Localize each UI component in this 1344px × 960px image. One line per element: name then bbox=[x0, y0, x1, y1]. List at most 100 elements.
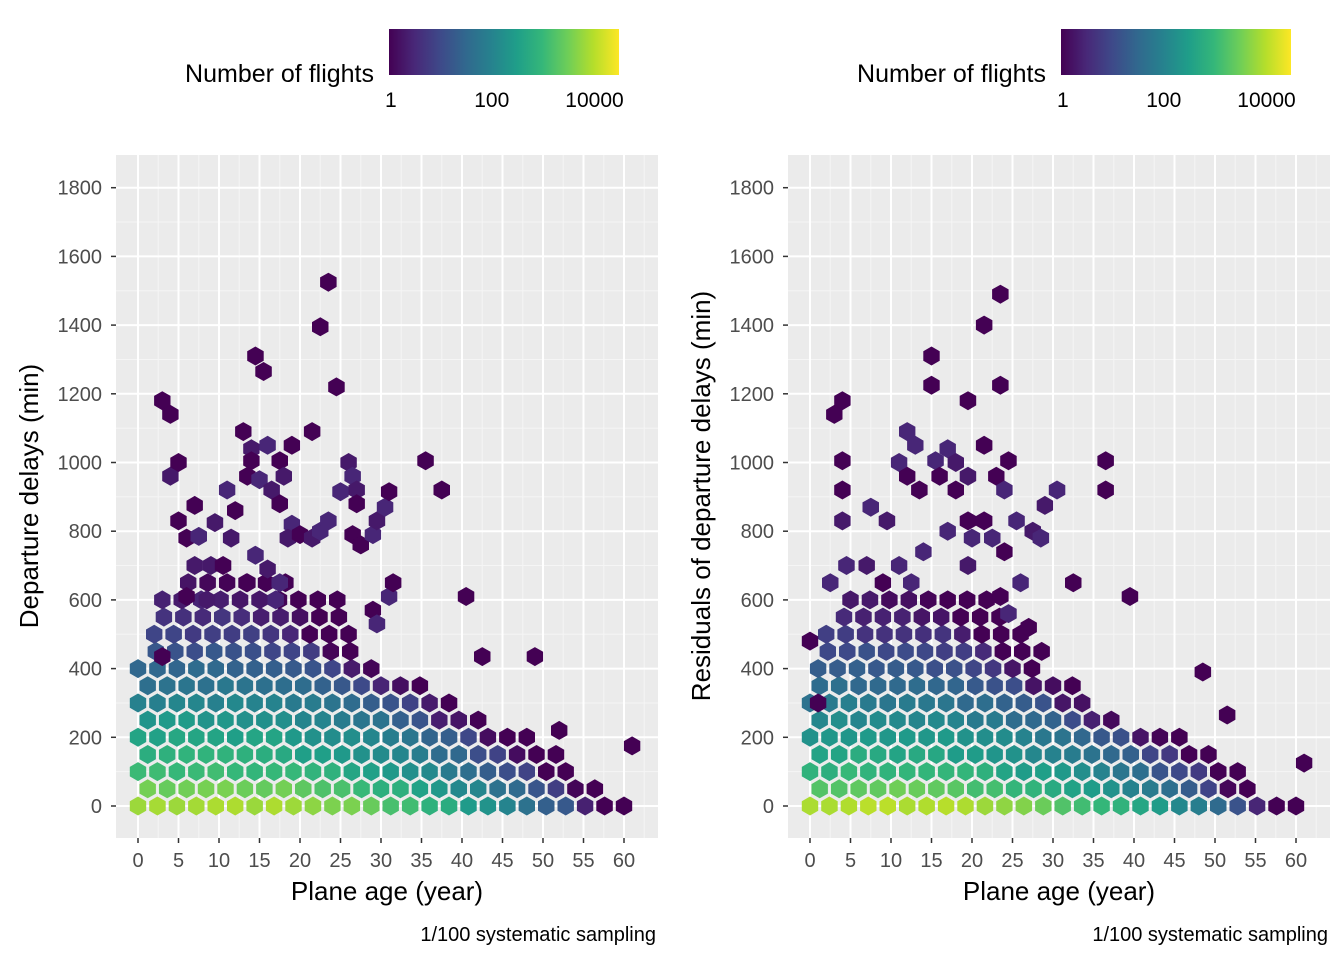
x-tick-label: 20 bbox=[961, 850, 983, 872]
hexbin bbox=[850, 676, 867, 696]
hexbin bbox=[920, 590, 937, 610]
hexbin bbox=[376, 497, 394, 517]
hexbin bbox=[303, 422, 321, 442]
hexbin bbox=[431, 745, 448, 764]
hexbin bbox=[218, 480, 236, 500]
hexbin bbox=[352, 535, 369, 555]
hexbin bbox=[830, 676, 848, 696]
hexbin bbox=[1287, 796, 1305, 816]
right-caption: 1/100 systematic sampling bbox=[1092, 924, 1328, 946]
hexbin bbox=[139, 710, 156, 730]
hexbin bbox=[382, 727, 399, 747]
hexbin bbox=[946, 659, 963, 679]
hexbin bbox=[834, 480, 851, 500]
hexbin bbox=[1200, 745, 1217, 764]
hexbin bbox=[178, 745, 195, 764]
hexbin bbox=[363, 762, 380, 782]
hexbin bbox=[1219, 779, 1237, 799]
hexbin bbox=[158, 710, 176, 730]
left-y-axis-title: Departure delays (min) bbox=[14, 364, 44, 628]
hexbin bbox=[1044, 745, 1062, 764]
hexbin bbox=[460, 762, 477, 782]
x-tick-label: 20 bbox=[289, 850, 311, 872]
hexbin bbox=[939, 521, 956, 541]
hexbin bbox=[401, 727, 419, 747]
hexbin bbox=[246, 727, 263, 747]
hexbin bbox=[320, 272, 337, 292]
hexbin bbox=[178, 587, 195, 606]
hexbin bbox=[908, 779, 926, 799]
hexbin bbox=[911, 480, 928, 500]
hexbin bbox=[976, 727, 994, 747]
hexbin bbox=[243, 439, 260, 459]
hexbin bbox=[850, 745, 867, 764]
hexbin bbox=[188, 727, 205, 747]
hexbin bbox=[265, 727, 283, 747]
hexbin bbox=[499, 762, 516, 782]
hexbin bbox=[1112, 727, 1130, 747]
hexbin bbox=[363, 693, 380, 713]
y-tick-label: 200 bbox=[741, 727, 774, 749]
hexbin bbox=[295, 710, 312, 730]
hexbin bbox=[470, 710, 487, 730]
hexbin bbox=[263, 480, 280, 500]
hexbin bbox=[421, 762, 438, 782]
hexbin bbox=[1044, 676, 1062, 696]
hexbin bbox=[899, 762, 916, 782]
hexbin bbox=[440, 727, 458, 747]
hexbin bbox=[1033, 641, 1050, 661]
hexbin bbox=[623, 736, 641, 756]
hexbin bbox=[996, 542, 1013, 562]
left-x-axis-title: Plane age (year) bbox=[291, 876, 483, 906]
hexbin bbox=[551, 720, 568, 740]
hexbin bbox=[965, 659, 982, 679]
hexbin bbox=[1005, 710, 1023, 730]
hexbin bbox=[320, 511, 337, 531]
hexbin bbox=[975, 641, 992, 661]
hexbin bbox=[1025, 676, 1042, 696]
legend-tick-label: 100 bbox=[1146, 89, 1181, 112]
hexbin bbox=[285, 659, 302, 679]
hexbin bbox=[858, 556, 875, 575]
hexbin bbox=[869, 779, 887, 799]
hexbin bbox=[908, 676, 926, 696]
hexbin bbox=[168, 762, 186, 782]
hexbin bbox=[154, 590, 171, 610]
hexbin bbox=[978, 590, 995, 610]
hexbin bbox=[967, 676, 984, 696]
hexbin bbox=[1200, 779, 1217, 799]
hexbin bbox=[855, 607, 872, 627]
hexbin bbox=[348, 494, 365, 514]
hexbin bbox=[235, 422, 252, 442]
hexbin bbox=[1210, 762, 1227, 782]
hexbin bbox=[1035, 727, 1052, 747]
y-tick-label: 400 bbox=[69, 659, 102, 681]
hexbin bbox=[840, 693, 858, 713]
hexbin bbox=[986, 710, 1003, 730]
hexbin bbox=[194, 607, 211, 627]
hexbin bbox=[890, 453, 908, 472]
hexbin bbox=[918, 796, 935, 816]
x-tick-label: 5 bbox=[173, 850, 184, 872]
x-tick-label: 50 bbox=[1204, 850, 1226, 872]
hexbin bbox=[227, 727, 244, 747]
hexbin bbox=[959, 466, 977, 486]
hexbin bbox=[304, 659, 322, 679]
hexbin bbox=[417, 451, 434, 471]
hexbin bbox=[821, 762, 838, 782]
right-legend-colorbar bbox=[1061, 29, 1291, 75]
hexbin bbox=[329, 590, 346, 610]
hexbin bbox=[265, 762, 283, 782]
hexbin bbox=[899, 466, 916, 486]
y-tick-label: 800 bbox=[69, 521, 102, 543]
hexbin bbox=[301, 624, 318, 644]
hexbin bbox=[184, 624, 202, 644]
hexbin bbox=[314, 779, 331, 799]
hexbin bbox=[1171, 727, 1188, 747]
y-tick-label: 600 bbox=[741, 590, 774, 612]
hexbin bbox=[1122, 745, 1139, 764]
hexbin bbox=[933, 607, 950, 627]
hexbin bbox=[1239, 779, 1256, 799]
hexbin bbox=[470, 779, 487, 799]
hexbin bbox=[1122, 779, 1139, 799]
